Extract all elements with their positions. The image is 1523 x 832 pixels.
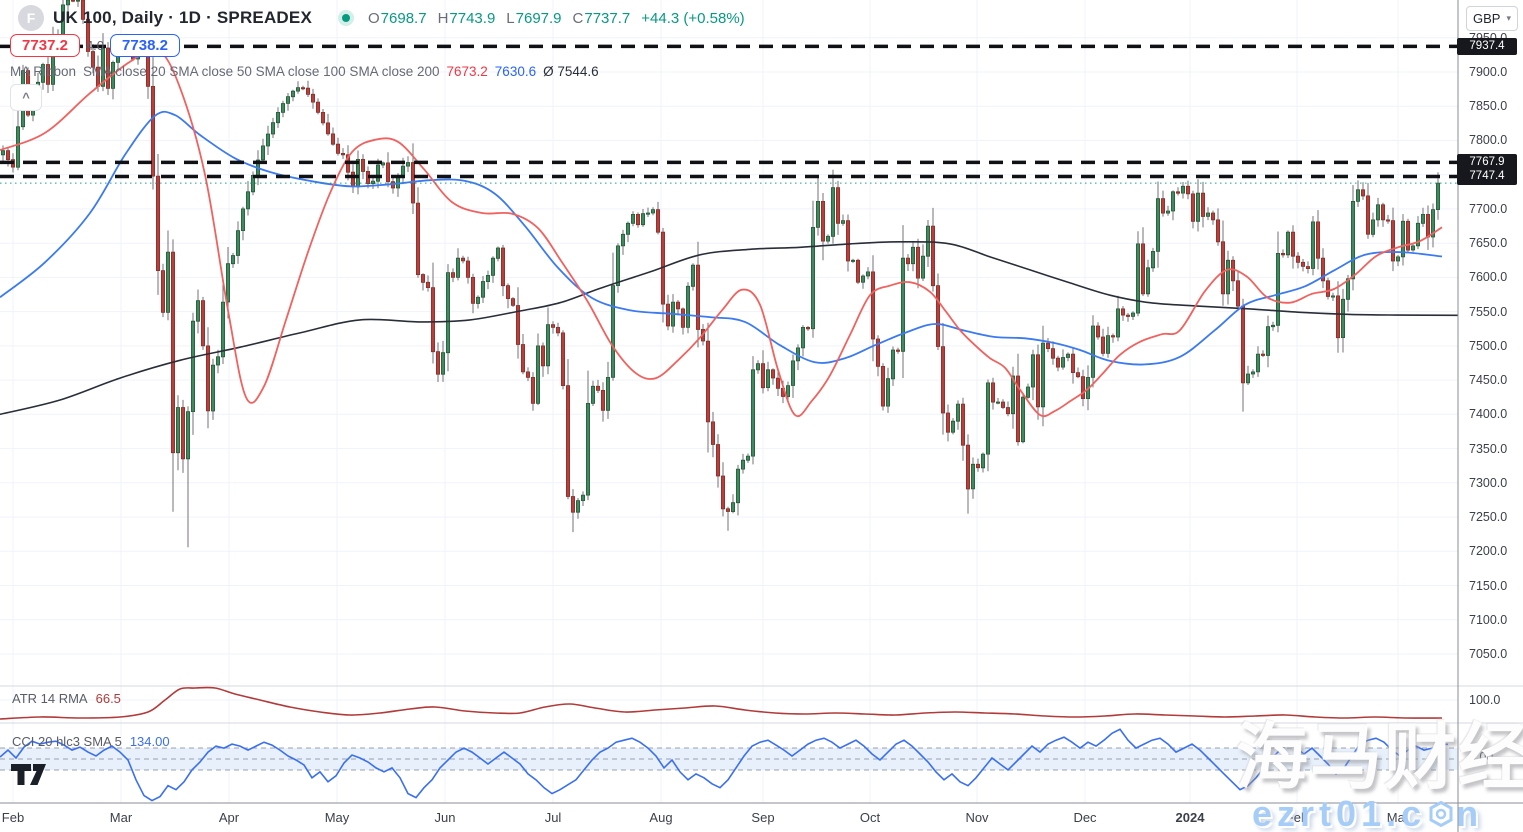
atr-pane (0, 686, 1443, 720)
time-axis-label: Feb (1, 810, 25, 825)
currency-dropdown[interactable]: GBP ▾ (1466, 6, 1518, 31)
cci-value: 134.00 (129, 734, 170, 749)
chevron-up-icon: ^ (22, 90, 30, 105)
cci-axis-label: 0.00 (1469, 750, 1494, 764)
price-tick-label: 7650.0 (1469, 236, 1508, 250)
time-axis-label: Feb (1285, 810, 1309, 825)
price-tick-label: 7100.0 (1469, 613, 1508, 627)
price-tick-label: 7450.0 (1469, 373, 1508, 387)
price-tick-label: 7800.0 (1469, 133, 1508, 147)
buy-button[interactable]: 7738.2 (110, 34, 180, 57)
sell-button[interactable]: 7737.2 (10, 34, 80, 57)
ohlc-change: +44.3 (+0.58%) (641, 9, 745, 27)
atr-value: 66.5 (95, 691, 121, 706)
price-tick-label: 7850.0 (1469, 99, 1508, 113)
time-axis-label: Sep (751, 810, 775, 825)
ohlc-close: C7737.7 (572, 9, 631, 27)
price-tick-label: 7550.0 (1469, 305, 1508, 319)
symbol-title[interactable]: UK 100, Daily · 1D · SPREADEX (53, 8, 312, 27)
grid-lines (0, 0, 1458, 803)
price-level-badge: 7747.4 (1457, 168, 1517, 185)
price-levels (0, 44, 1458, 184)
atr-axis-label: 100.0 (1469, 693, 1501, 707)
tradingview-logo-icon[interactable] (10, 762, 48, 795)
currency-label: GBP (1473, 11, 1501, 26)
sma-average-value: Ø 7544.6 (543, 64, 599, 79)
market-status-icon (338, 10, 354, 26)
trade-panel: 7737.2 4.0 7738.2 (10, 34, 180, 57)
time-axis-label: Apr (218, 810, 240, 825)
price-tick-label: 7300.0 (1469, 476, 1508, 490)
time-axis-label: 2024 (1175, 810, 1205, 825)
sma20 (0, 48, 1443, 418)
price-tick-label: 7500.0 (1469, 339, 1508, 353)
spread-value: 4.0 (85, 38, 105, 53)
sma50-value: 7630.6 (494, 64, 537, 79)
cci-pane (0, 728, 1448, 802)
ohlc-low: L7697.9 (506, 9, 562, 27)
cci-legend: CCI 20 hlc3 SMA 5 134.00 (12, 734, 170, 749)
sma20-value: 7673.2 (446, 64, 488, 79)
ohlc-values: O7698.7 H7743.9 L7697.9 C7737.7 +44.3 (+… (368, 10, 745, 27)
cci-band (0, 747, 1458, 771)
ohlc-high: H7743.9 (437, 9, 496, 27)
ohlc-open: O7698.7 (368, 9, 427, 27)
candlesticks (0, 0, 1440, 548)
time-axis-label: Jul (544, 810, 562, 825)
time-axis-label: Nov (965, 810, 989, 825)
price-tick-label: 7400.0 (1469, 407, 1508, 421)
ma-ribbon-params: SMA close 20 SMA close 50 SMA close 100 … (83, 64, 440, 79)
price-tick-label: 7350.0 (1469, 442, 1508, 456)
price-tick-label: 7250.0 (1469, 510, 1508, 524)
time-axis-label: Jun (434, 810, 456, 825)
atr-name: ATR 14 RMA (12, 691, 88, 706)
up-candles (0, 0, 1440, 513)
time-axis-label: Aug (649, 810, 673, 825)
price-tick-label: 7900.0 (1469, 65, 1508, 79)
time-axis-label: May (324, 810, 350, 825)
cci-name: CCI 20 hlc3 SMA 5 (12, 734, 122, 749)
price-tick-label: 7700.0 (1469, 202, 1508, 216)
price-tick-label: 7150.0 (1469, 579, 1508, 593)
cci-line (0, 728, 1448, 802)
price-tick-label: 7200.0 (1469, 544, 1508, 558)
time-axis-label: Oct (859, 810, 881, 825)
time-axis-label: Dec (1073, 810, 1097, 825)
chevron-down-icon: ▾ (1506, 13, 1511, 23)
instrument-logo: F (18, 5, 44, 31)
atr-legend: ATR 14 RMA 66.5 (12, 691, 121, 706)
price-level-badge: 7767.9 (1457, 154, 1517, 171)
symbol-legend: F UK 100, Daily · 1D · SPREADEX O7698.7 … (18, 5, 745, 31)
time-axis-label: Mar (109, 810, 133, 825)
ma-ribbon-legend: MA Ribbon SMA close 20 SMA close 50 SMA … (10, 64, 599, 79)
price-level-badge: 7937.4 (1457, 38, 1517, 55)
ma-ribbon-name: MA Ribbon (10, 64, 77, 79)
sma-dark (0, 240, 1459, 416)
price-tick-label: 7600.0 (1469, 270, 1508, 284)
atr-line (0, 686, 1443, 720)
sma50-line (0, 110, 1443, 366)
time-axis-label: Mar (1386, 810, 1410, 825)
legend-collapse-button[interactable]: ^ (10, 84, 42, 111)
sma50 (0, 110, 1443, 366)
price-tick-label: 7050.0 (1469, 647, 1508, 661)
sma20-line (0, 48, 1443, 418)
sma-dark-line (0, 240, 1459, 416)
